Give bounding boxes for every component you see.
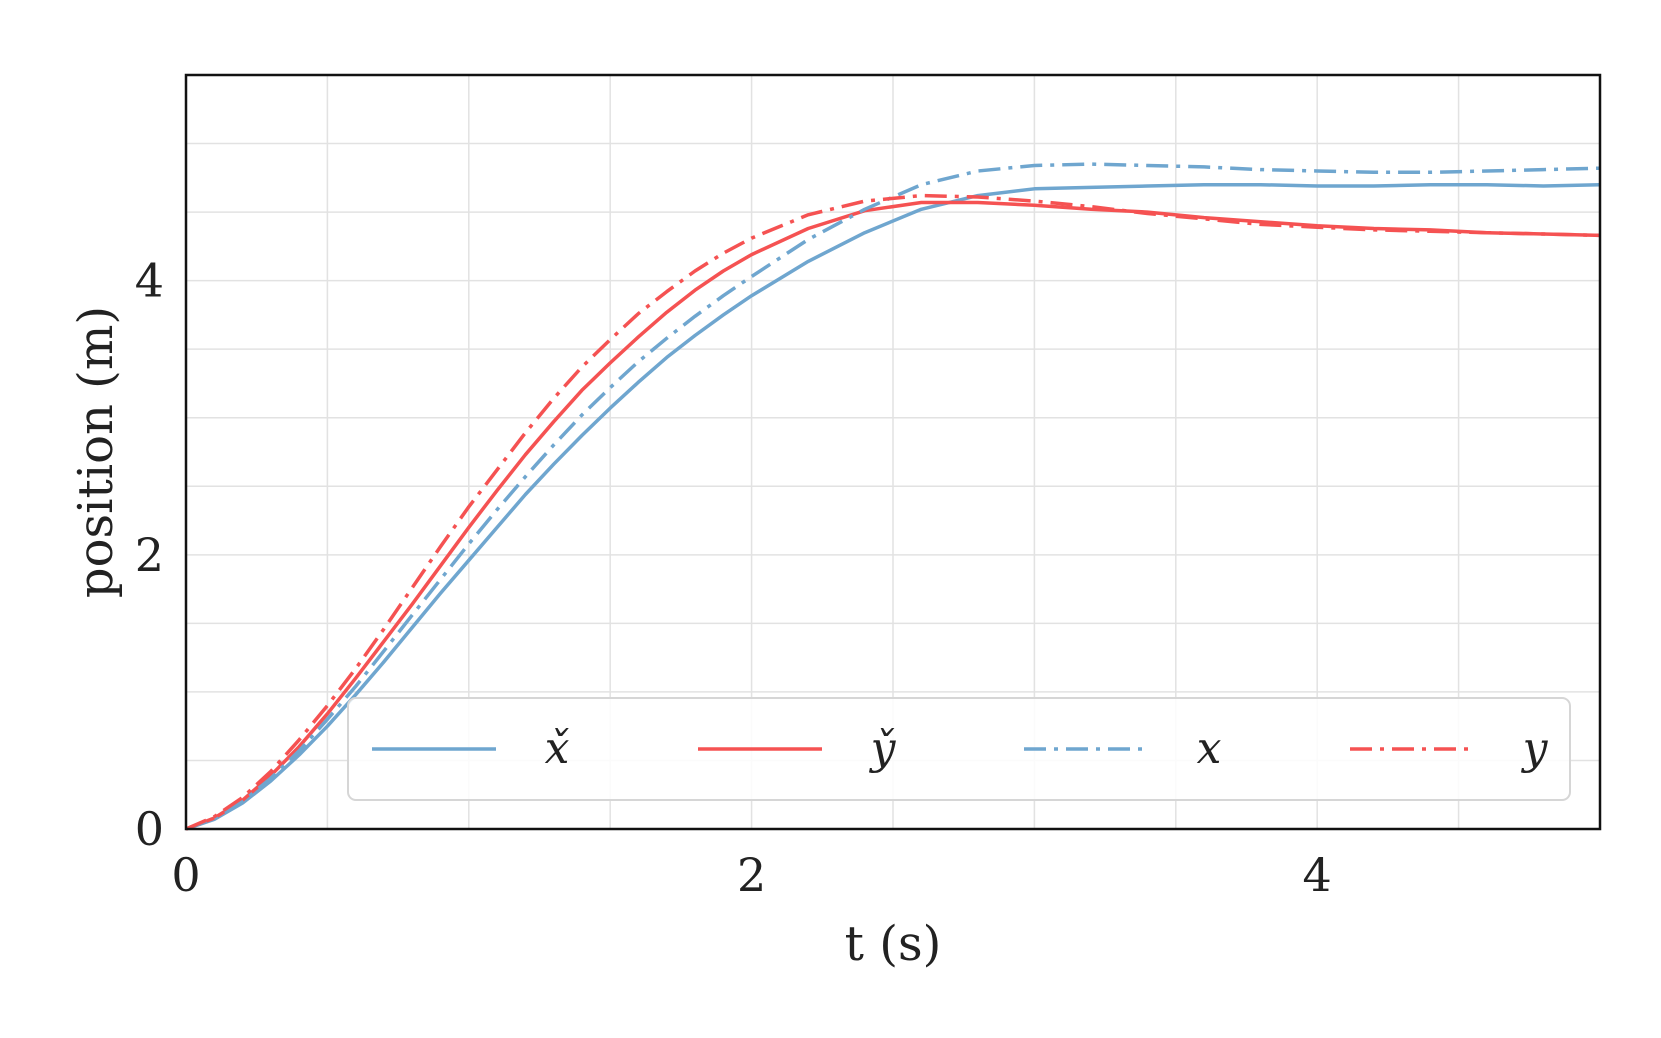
series-line-4 xyxy=(185,193,1601,831)
legend-label-4: y xyxy=(1521,723,1549,774)
series-line-2 xyxy=(185,200,1601,831)
legend-label-3: x xyxy=(1197,723,1222,774)
y-axis-label: position (m) xyxy=(68,306,124,598)
series-line-3 xyxy=(185,162,1601,831)
legend-label-1: x̌ xyxy=(545,723,570,774)
legend: x̌ y̌ x y xyxy=(347,697,1571,801)
y-tick-label: 2 xyxy=(135,528,164,582)
legend-box xyxy=(347,697,1571,801)
y-tick-label: 4 xyxy=(135,254,164,308)
x-tick-label: 4 xyxy=(1303,848,1332,902)
legend-label-2: y̌ xyxy=(869,723,897,774)
x-axis-label: t (s) xyxy=(845,916,942,972)
grid-lines xyxy=(186,75,1600,829)
tick-labels: 0 2 4 0 2 4 xyxy=(135,254,1332,902)
x-tick-label: 2 xyxy=(737,848,766,902)
y-tick-label: 0 xyxy=(135,802,164,856)
plot-frame xyxy=(184,73,1602,831)
x-tick-label: 0 xyxy=(171,848,200,902)
